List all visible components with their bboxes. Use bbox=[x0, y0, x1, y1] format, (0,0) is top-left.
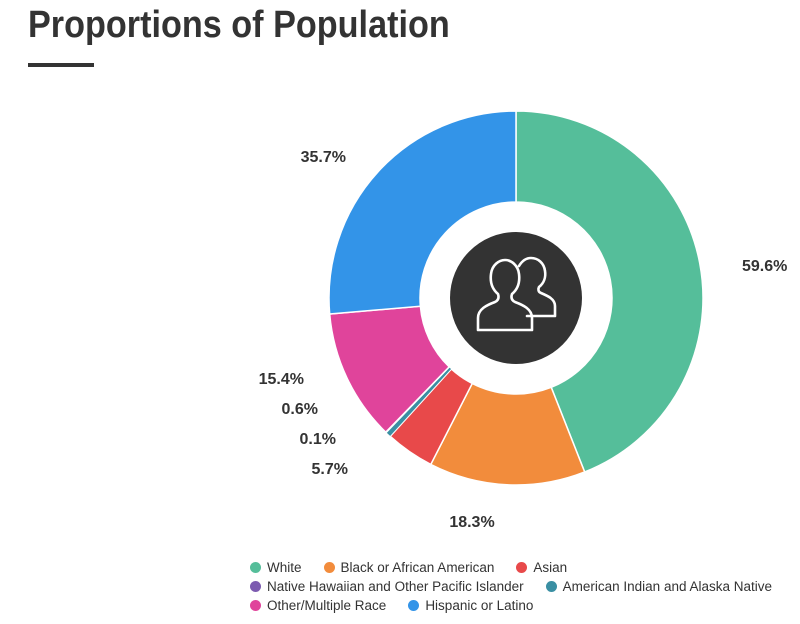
chart-title: Proportions of Population bbox=[28, 4, 450, 46]
legend-swatch bbox=[516, 562, 528, 573]
data-label-native-hawaiian-and-other-pacific-islander: 0.1% bbox=[300, 431, 336, 448]
legend-item-hispanic-or-latino: Hispanic or Latino bbox=[408, 596, 533, 615]
legend-label: Native Hawaiian and Other Pacific Island… bbox=[267, 579, 524, 594]
donut-chart: 59.6% 18.3% 5.7% 0.6% 0.1% 15.4% 35.7% bbox=[259, 110, 788, 531]
data-label-black-or-african-american: 18.3% bbox=[449, 514, 494, 531]
legend-swatch bbox=[250, 562, 261, 573]
legend-item-white: White bbox=[250, 558, 302, 577]
legend-swatch bbox=[250, 600, 261, 611]
slice-white bbox=[515, 110, 704, 473]
legend-label: Black or African American bbox=[340, 560, 495, 575]
legend-swatch bbox=[250, 581, 261, 592]
data-label-hispanic-or-latino: 35.7% bbox=[301, 149, 346, 166]
legend-row: White Black or African American Asian bbox=[250, 558, 798, 577]
legend-label: American Indian and Alaska Native bbox=[562, 579, 773, 594]
title-underline bbox=[28, 63, 94, 67]
label-group: 59.6% 18.3% 5.7% 0.6% 0.1% 15.4% 35.7% bbox=[259, 149, 788, 531]
users-icon bbox=[476, 256, 557, 332]
data-label-american-indian-and-alaska-native: 0.6% bbox=[282, 401, 318, 418]
legend-swatch bbox=[545, 581, 557, 592]
legend-item-black-or-african-american: Black or African American bbox=[323, 558, 495, 577]
chart-legend: White Black or African American Asian Nativ… bbox=[250, 558, 798, 615]
data-label-asian: 5.7% bbox=[312, 461, 348, 478]
data-label-white: 59.6% bbox=[742, 258, 787, 275]
legend-swatch bbox=[323, 562, 335, 573]
legend-item-asian: Asian bbox=[516, 558, 567, 577]
legend-row: Native Hawaiian and Other Pacific Island… bbox=[250, 577, 798, 596]
data-label-other-multiple-race: 15.4% bbox=[259, 371, 304, 388]
legend-swatch bbox=[408, 600, 420, 611]
legend-item-native-hawaiian-and-other-pacific-islander: Native Hawaiian and Other Pacific Island… bbox=[250, 577, 524, 596]
legend-label: Asian bbox=[533, 560, 568, 575]
center-disc bbox=[450, 232, 582, 364]
legend-item-other-multiple-race: Other/Multiple Race bbox=[250, 596, 386, 615]
legend-item-american-indian-and-alaska-native: American Indian and Alaska Native bbox=[545, 577, 773, 596]
legend-row: Other/Multiple Race Hispanic or Latino bbox=[250, 596, 798, 615]
center-badge bbox=[450, 232, 582, 364]
legend-label: Other/Multiple Race bbox=[267, 598, 387, 613]
legend-label: White bbox=[267, 560, 302, 575]
slice-group bbox=[328, 110, 704, 486]
slice-hispanic-or-latino bbox=[328, 110, 517, 315]
legend-label: Hispanic or Latino bbox=[425, 598, 534, 613]
